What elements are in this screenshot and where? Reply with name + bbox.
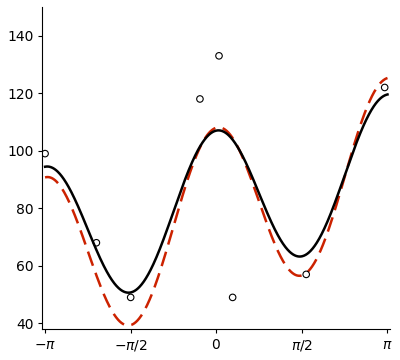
Point bbox=[230, 294, 236, 300]
Point bbox=[42, 151, 48, 157]
Point bbox=[128, 294, 134, 300]
Point bbox=[216, 53, 222, 59]
Point bbox=[303, 271, 310, 277]
Point bbox=[382, 85, 388, 90]
Point bbox=[197, 96, 203, 102]
Point bbox=[93, 240, 100, 246]
